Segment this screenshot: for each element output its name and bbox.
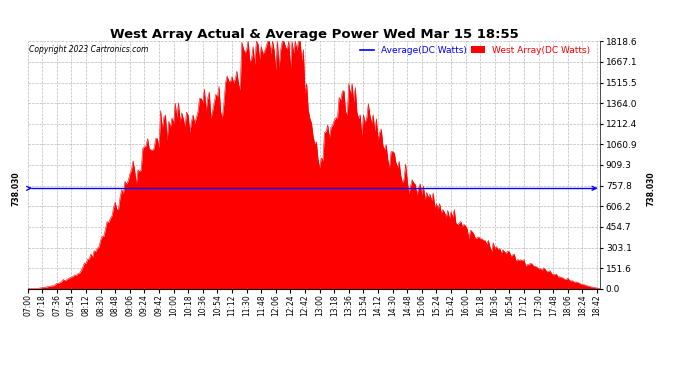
Text: 738.030: 738.030 <box>646 171 655 206</box>
Text: 738.030: 738.030 <box>12 171 21 206</box>
Title: West Array Actual & Average Power Wed Mar 15 18:55: West Array Actual & Average Power Wed Ma… <box>110 28 518 41</box>
Legend: Average(DC Watts), West Array(DC Watts): Average(DC Watts), West Array(DC Watts) <box>360 46 590 55</box>
Text: Copyright 2023 Cartronics.com: Copyright 2023 Cartronics.com <box>29 45 148 54</box>
